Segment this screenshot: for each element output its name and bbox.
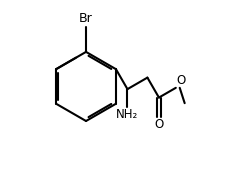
Text: Br: Br [79,12,93,25]
Text: O: O [177,74,186,87]
Text: O: O [154,118,164,131]
Text: NH₂: NH₂ [116,108,138,121]
